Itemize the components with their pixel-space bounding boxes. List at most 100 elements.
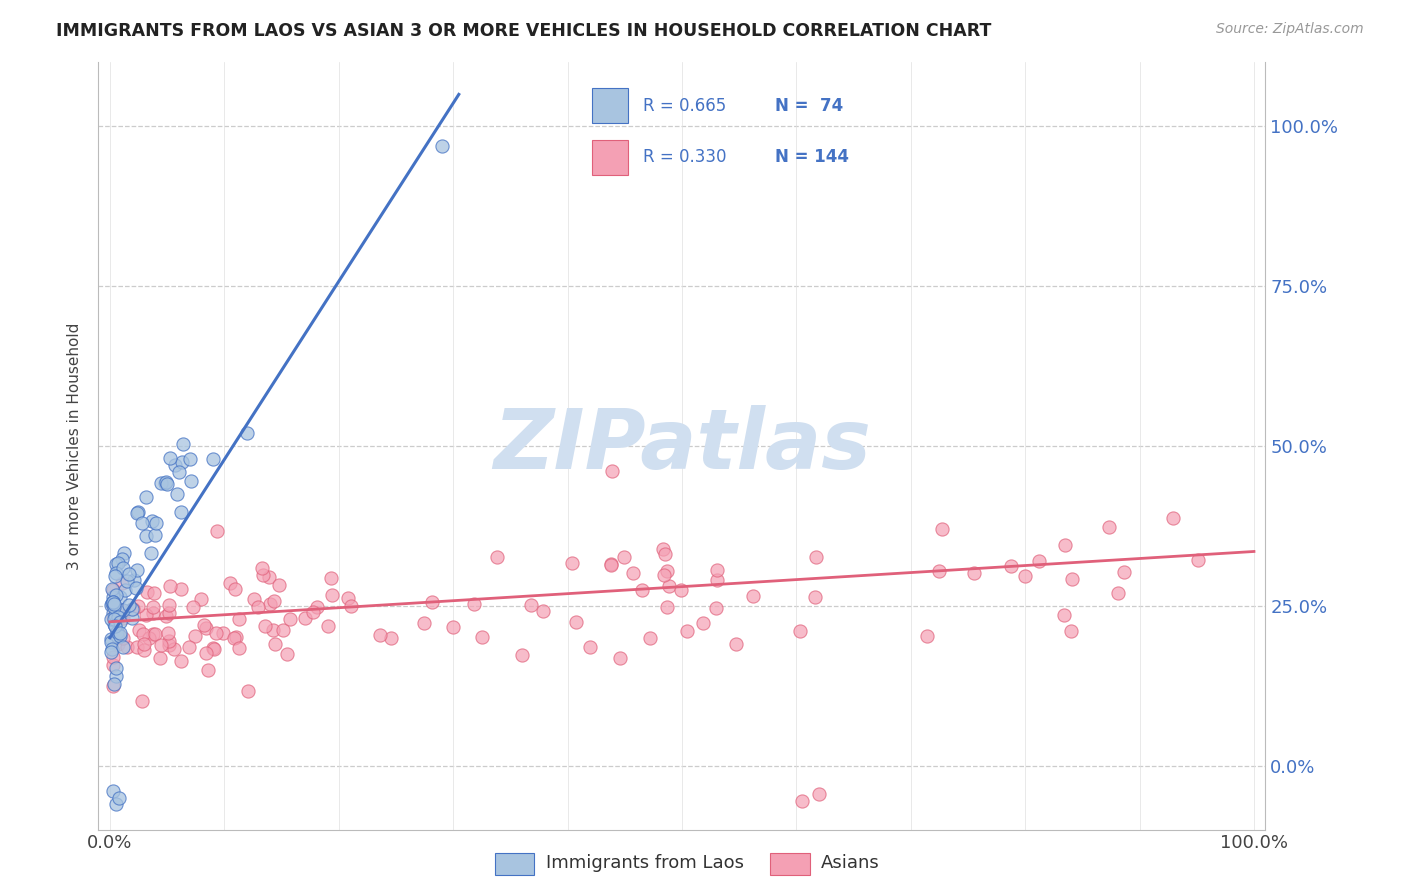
Point	[305, 599, 328, 614]
Point	[103, 609, 125, 624]
Point	[108, 626, 131, 640]
Point	[101, 641, 124, 656]
Point	[706, 573, 728, 587]
Point	[104, 797, 127, 811]
Point	[159, 451, 181, 466]
Point	[103, 597, 125, 611]
Point	[368, 628, 391, 642]
Point	[101, 596, 124, 610]
Point	[600, 558, 623, 572]
Point	[118, 599, 141, 613]
Point	[128, 624, 150, 638]
Point	[132, 637, 155, 651]
Point	[485, 549, 508, 564]
Point	[250, 561, 273, 575]
Point	[112, 611, 135, 625]
Point	[103, 658, 125, 673]
Point	[652, 542, 675, 557]
Point	[136, 584, 159, 599]
Point	[236, 426, 259, 441]
Point	[262, 623, 284, 637]
Point	[242, 591, 264, 606]
Point	[1098, 519, 1121, 533]
Point	[962, 566, 984, 580]
Point	[157, 599, 180, 613]
Point	[1060, 572, 1083, 586]
Point	[132, 627, 155, 641]
Point	[166, 487, 188, 501]
Point	[124, 574, 146, 588]
Point	[269, 578, 291, 592]
Point	[105, 669, 128, 683]
Point	[100, 612, 122, 626]
Point	[107, 637, 129, 651]
Point	[104, 619, 127, 633]
Point	[170, 505, 193, 519]
Point	[104, 619, 127, 633]
Point	[246, 600, 269, 615]
Point	[121, 602, 143, 616]
Point	[579, 640, 602, 654]
Point	[1053, 538, 1076, 552]
Point	[110, 591, 132, 605]
Point	[104, 660, 127, 674]
Point	[222, 631, 245, 645]
Point	[803, 591, 825, 605]
Point	[156, 477, 179, 491]
Text: R = 0.665: R = 0.665	[643, 97, 725, 115]
Point	[602, 464, 624, 478]
Point	[127, 599, 149, 613]
Y-axis label: 3 or more Vehicles in Household: 3 or more Vehicles in Household	[67, 322, 83, 570]
Point	[180, 474, 202, 488]
Point	[654, 547, 676, 561]
Point	[658, 579, 681, 593]
Point	[236, 684, 259, 698]
Point	[112, 561, 135, 575]
Point	[112, 546, 135, 560]
Point	[100, 598, 122, 612]
Point	[224, 582, 246, 596]
Point	[105, 603, 128, 617]
Point	[915, 629, 938, 643]
Point	[253, 619, 276, 633]
Point	[143, 585, 166, 599]
Point	[157, 626, 180, 640]
Point	[142, 599, 165, 614]
Point	[170, 455, 193, 469]
Text: ZIPatlas: ZIPatlas	[494, 406, 870, 486]
Point	[441, 620, 464, 634]
Point	[105, 604, 128, 618]
Point	[621, 566, 644, 580]
Point	[413, 615, 436, 630]
Point	[103, 595, 125, 609]
Point	[430, 138, 453, 153]
Point	[561, 556, 583, 570]
Text: Asians: Asians	[821, 854, 880, 872]
Point	[190, 591, 212, 606]
Point	[135, 490, 157, 504]
Point	[108, 615, 131, 629]
Point	[207, 524, 229, 539]
Point	[163, 458, 186, 473]
Text: N =  74: N = 74	[775, 97, 844, 115]
Point	[132, 643, 155, 657]
Point	[149, 651, 172, 665]
Point	[193, 618, 215, 632]
Point	[103, 650, 125, 665]
Point	[142, 606, 165, 620]
Point	[103, 784, 125, 798]
Point	[104, 608, 127, 623]
Point	[115, 640, 138, 654]
Point	[263, 637, 285, 651]
Point	[278, 612, 301, 626]
Point	[111, 632, 134, 646]
Point	[804, 550, 827, 565]
Point	[790, 794, 813, 808]
Text: Source: ZipAtlas.com: Source: ZipAtlas.com	[1216, 22, 1364, 37]
Point	[638, 632, 661, 646]
Point	[228, 612, 250, 626]
Point	[928, 565, 950, 579]
Point	[138, 631, 160, 645]
Point	[167, 465, 190, 479]
Point	[105, 629, 128, 643]
